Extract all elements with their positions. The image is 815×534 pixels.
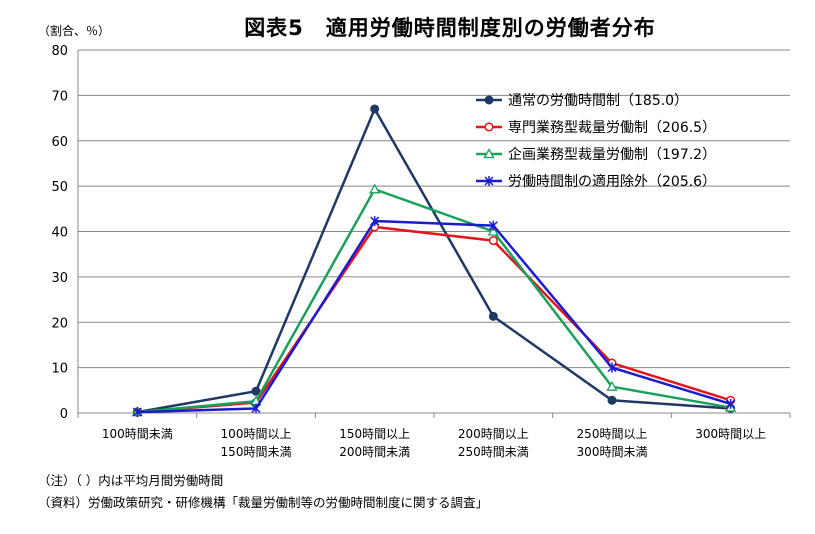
x-tick-label: 250時間以上: [577, 427, 648, 441]
legend-label: 企画業務型裁量労働制（197.2）: [508, 146, 716, 163]
legend-label: 労働時間制の適用除外（205.6）: [508, 173, 716, 190]
x-tick-label: 300時間未満: [577, 445, 648, 459]
data-point: [251, 403, 261, 414]
note-text: （注）（ ）内は平均月間労働時間: [38, 473, 224, 488]
y-tick-label: 70: [51, 89, 68, 104]
data-point: [487, 225, 499, 236]
y-tick-label: 50: [51, 180, 68, 195]
data-point: [726, 398, 736, 409]
data-point: [488, 236, 498, 246]
x-tick-label: 100時間未満: [102, 427, 173, 441]
data-point: [488, 311, 498, 321]
data-point: [607, 362, 617, 373]
x-tick-label: 100時間以上: [221, 427, 292, 441]
series-line-1: [137, 107, 731, 414]
data-point: [606, 380, 618, 391]
x-tick-label: 300時間以上: [695, 427, 766, 441]
data-point: [607, 395, 617, 405]
y-tick-label: 40: [51, 226, 68, 241]
y-tick-label: 20: [51, 316, 68, 331]
series-line-3: [137, 188, 731, 414]
data-point: [132, 407, 142, 418]
data-point: [370, 104, 380, 114]
legend-marker: [484, 122, 494, 132]
y-tick-label: 80: [51, 44, 68, 59]
series-line-2: [137, 225, 732, 414]
legend-label: 通常の労働時間制（185.0）: [508, 93, 688, 109]
legend-marker: [484, 95, 494, 105]
legend-label: 専門業務型裁量労働制（206.5）: [508, 120, 716, 136]
y-tick-label: 30: [51, 271, 68, 286]
data-point: [369, 183, 381, 194]
x-tick-label: 200時間以上: [458, 427, 529, 441]
y-tick-label: 10: [51, 362, 68, 377]
x-tick-label: 150時間以上: [339, 427, 410, 441]
y-tick-label: 60: [51, 135, 68, 150]
x-tick-label: 250時間未満: [458, 445, 529, 459]
series-line-4: [137, 219, 732, 414]
data-point: [488, 220, 498, 231]
y-axis-unit-label: （割合、％）: [38, 24, 111, 38]
data-point: [251, 386, 261, 396]
x-tick-label: 150時間未満: [221, 445, 292, 459]
y-tick-label: 0: [60, 407, 68, 422]
data-point: [370, 216, 380, 227]
x-tick-label: 200時間未満: [339, 445, 410, 459]
chart-title: 図表5 適用労働時間制度別の労働者分布: [244, 16, 656, 40]
legend-marker: [483, 148, 495, 159]
source-text: （資料）労働政策研究・研修機構「裁量労働制等の労働時間制度に関する調査」: [38, 495, 489, 510]
legend-marker: [484, 176, 494, 186]
